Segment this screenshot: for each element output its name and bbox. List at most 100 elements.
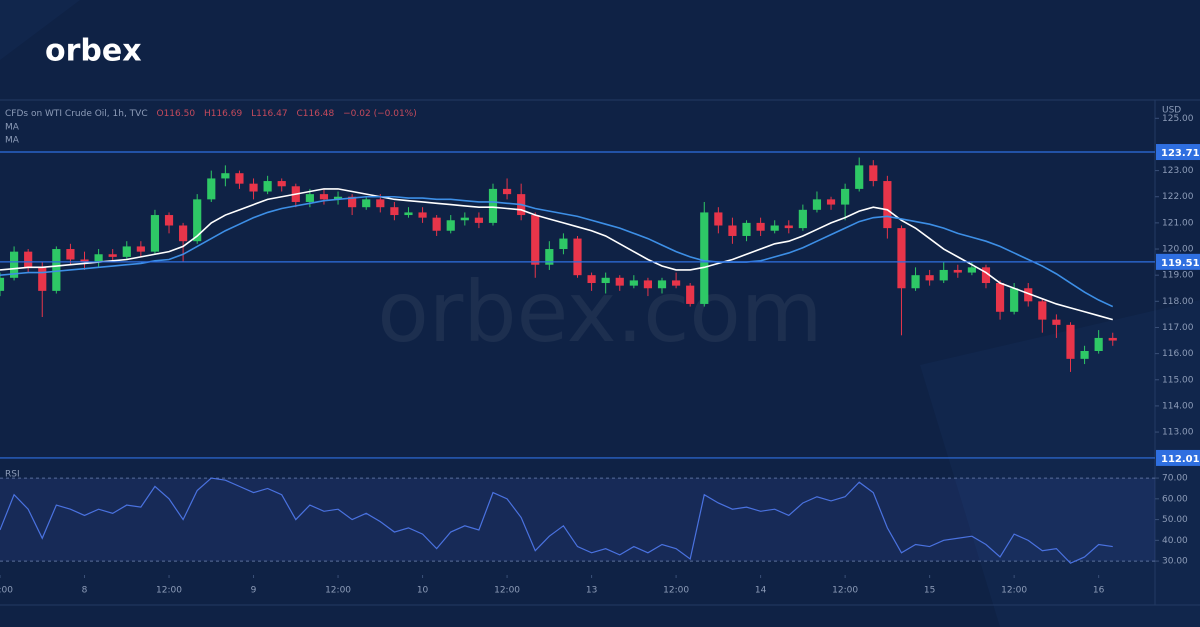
candle-body xyxy=(1010,288,1019,312)
candle-body xyxy=(10,251,19,278)
ohlc-value: L116.47 xyxy=(251,109,288,119)
y-tick-label: 116.00 xyxy=(1162,349,1194,359)
candle-body xyxy=(559,238,568,250)
candle-body xyxy=(193,199,202,242)
candle-body xyxy=(460,217,469,221)
x-tick-label: 12:00 xyxy=(0,586,13,596)
y-axis-label: USD xyxy=(1162,106,1181,116)
level-label-box xyxy=(1156,449,1200,466)
candle-body xyxy=(826,199,836,205)
candle-body xyxy=(52,249,61,291)
candle-body xyxy=(629,280,638,286)
candle-body xyxy=(1066,324,1075,359)
candle-body xyxy=(953,269,962,273)
x-tick-label: 12:00 xyxy=(325,586,351,596)
candle-body xyxy=(502,188,512,195)
y-tick-label: 119.00 xyxy=(1162,271,1194,281)
candle-body xyxy=(333,196,343,200)
candle-body xyxy=(967,267,976,273)
y-tick-label: 120.00 xyxy=(1162,245,1194,255)
candle-body xyxy=(883,181,892,229)
candle-body xyxy=(601,277,610,284)
candle-body xyxy=(770,225,779,231)
y-tick-label: 60.00 xyxy=(1162,494,1188,504)
y-tick-label: 123.00 xyxy=(1162,166,1194,176)
candle-body xyxy=(812,199,822,210)
x-tick-label: 12:00 xyxy=(1001,586,1027,596)
candle-body xyxy=(150,215,160,252)
ohlc-change: −0.02 (−0.01%) xyxy=(343,109,417,119)
candle-body xyxy=(925,275,934,281)
candle-body xyxy=(348,196,357,208)
candle-body xyxy=(404,212,413,216)
legend-line: CFDs on WTI Crude Oil, 1h, TVC O116.50 H… xyxy=(5,109,417,119)
candle-body xyxy=(488,188,498,223)
candle-body xyxy=(432,217,441,231)
candle-body xyxy=(418,212,427,218)
x-tick-label: 8 xyxy=(82,586,88,596)
candle-body xyxy=(587,275,596,284)
candle-body xyxy=(700,212,709,304)
candle-body xyxy=(24,251,33,268)
x-tick-label: 12:00 xyxy=(156,586,182,596)
y-tick-label: 121.00 xyxy=(1162,218,1194,228)
y-tick-label: 115.00 xyxy=(1162,375,1194,385)
candle-body xyxy=(643,280,653,289)
candle-body xyxy=(784,225,793,229)
y-tick-label: 50.00 xyxy=(1162,515,1188,525)
x-tick-label: 15 xyxy=(924,586,935,596)
candle-body xyxy=(474,217,483,223)
candle-body xyxy=(1094,337,1103,352)
candle-body xyxy=(742,222,751,236)
y-tick-label: 118.00 xyxy=(1162,297,1194,307)
x-tick-label: 10 xyxy=(417,586,429,596)
watermark: orbex.com xyxy=(377,263,822,361)
candle-body xyxy=(319,194,329,200)
symbol-title: CFDs on WTI Crude Oil, 1h, TVC xyxy=(5,109,148,119)
candle-body xyxy=(855,165,864,189)
candle-body xyxy=(615,277,624,286)
candle-body xyxy=(686,285,695,304)
rsi-band xyxy=(0,478,1155,562)
y-tick-label: 125.00 xyxy=(1162,114,1194,124)
y-tick-label: 113.00 xyxy=(1162,428,1194,438)
rsi-line xyxy=(0,477,1113,564)
candle-body xyxy=(981,267,991,284)
candle-body xyxy=(263,181,272,192)
level-label-box xyxy=(1156,144,1200,161)
decor-shape xyxy=(0,0,80,60)
candle-body xyxy=(235,173,244,184)
candle-body xyxy=(798,209,807,229)
level-label-box xyxy=(1156,253,1200,270)
candle-body xyxy=(277,181,286,187)
candle-body xyxy=(80,259,89,263)
y-tick-label: 30.00 xyxy=(1162,557,1188,567)
candle-body xyxy=(108,254,117,257)
candle-body xyxy=(995,283,1005,312)
candle-body xyxy=(207,178,216,200)
candle-body xyxy=(249,183,258,192)
candle-body xyxy=(728,225,737,236)
x-tick-label: 12:00 xyxy=(832,586,858,596)
x-tick-label: 14 xyxy=(755,586,767,596)
candle-body xyxy=(446,220,455,231)
candle-body xyxy=(136,246,145,252)
candle-body xyxy=(221,173,230,179)
level-label: 112.01 xyxy=(1161,454,1200,465)
x-tick-label: 13 xyxy=(586,586,597,596)
moving-average-line xyxy=(0,188,1113,321)
rsi-title: RSI xyxy=(5,470,20,480)
candle-body xyxy=(164,215,174,226)
y-tick-label: 70.00 xyxy=(1162,474,1188,484)
x-tick-label: 12:00 xyxy=(663,586,689,596)
level-label: 123.71 xyxy=(1161,148,1200,159)
x-tick-label: 16 xyxy=(1093,586,1105,596)
ohlc-value: H116.69 xyxy=(204,109,243,119)
moving-average-line xyxy=(0,195,1114,308)
candle-body xyxy=(897,228,906,289)
legend-entry: MA xyxy=(5,136,20,146)
candle-body xyxy=(841,188,850,205)
candle-body xyxy=(672,280,681,286)
candle-body xyxy=(869,165,878,182)
